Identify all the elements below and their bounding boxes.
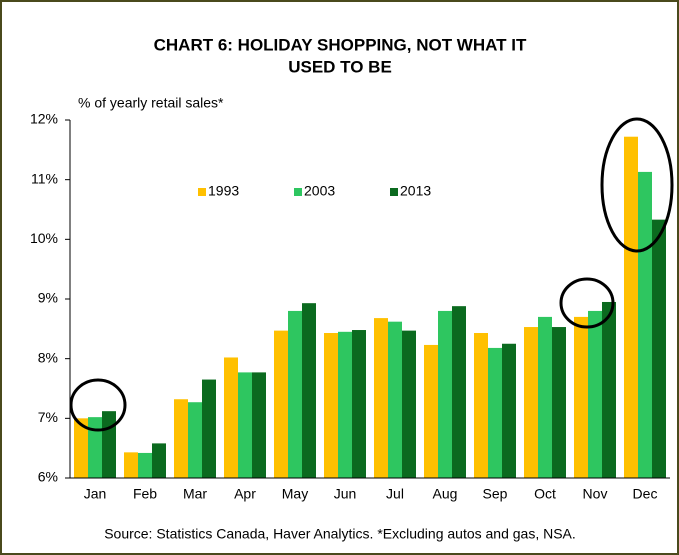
x-tick-label: Mar bbox=[183, 486, 207, 502]
x-tick-label: Dec bbox=[633, 486, 658, 502]
y-tick-label: 6% bbox=[38, 469, 58, 485]
legend-swatch bbox=[198, 188, 206, 196]
bar bbox=[574, 316, 588, 478]
bar bbox=[138, 452, 152, 478]
bar bbox=[252, 372, 266, 478]
bar bbox=[74, 418, 88, 478]
x-tick-label: Apr bbox=[234, 486, 256, 502]
plot: 6% 7% 8% 9% 10% 11% 12% Jan Feb Mar Apr May Jun Jul Au… bbox=[30, 111, 670, 502]
bar bbox=[124, 452, 138, 478]
annotations bbox=[69, 117, 674, 432]
bar bbox=[524, 327, 538, 478]
x-tick-label: Sep bbox=[483, 486, 508, 502]
bar bbox=[452, 306, 466, 478]
bar bbox=[402, 330, 416, 478]
bar bbox=[188, 402, 202, 478]
bar bbox=[474, 333, 488, 478]
bar bbox=[288, 310, 302, 478]
bar bbox=[302, 303, 316, 478]
bar bbox=[502, 343, 516, 478]
y-tick-label: 7% bbox=[38, 409, 58, 425]
bar bbox=[624, 136, 638, 478]
chart-title: CHART 6: HOLIDAY SHOPPING, NOT WHAT IT bbox=[154, 35, 527, 54]
chart-title: USED TO BE bbox=[288, 57, 392, 76]
x-tick-label: May bbox=[282, 486, 308, 502]
legend-label: 2013 bbox=[400, 183, 431, 199]
bar bbox=[652, 219, 666, 479]
y-tick-label: 10% bbox=[30, 230, 58, 246]
bar bbox=[538, 316, 552, 478]
bar bbox=[102, 411, 116, 478]
x-tick-label: Jun bbox=[334, 486, 357, 502]
bar bbox=[388, 321, 402, 478]
bar bbox=[588, 310, 602, 478]
bar bbox=[352, 330, 366, 478]
bar bbox=[152, 443, 166, 478]
y-axis-label: % of yearly retail sales* bbox=[78, 95, 224, 111]
legend-label: 1993 bbox=[208, 183, 239, 199]
legend-swatch bbox=[294, 188, 302, 196]
y-tick-label: 9% bbox=[38, 290, 58, 306]
legend-label: 2003 bbox=[304, 183, 335, 199]
bar bbox=[324, 333, 338, 478]
legend-swatch bbox=[390, 188, 398, 196]
bar bbox=[552, 327, 566, 478]
bar bbox=[274, 330, 288, 478]
bar bbox=[174, 399, 188, 478]
y-tick-label: 11% bbox=[31, 170, 58, 186]
bar bbox=[88, 417, 102, 478]
highlight-circle bbox=[600, 117, 674, 253]
x-tick-label: Nov bbox=[583, 486, 608, 502]
bar bbox=[338, 331, 352, 478]
bar bbox=[488, 347, 502, 478]
bar bbox=[638, 171, 652, 478]
bar bbox=[438, 310, 452, 478]
highlight-circle bbox=[559, 277, 615, 329]
x-tick-label: Jul bbox=[386, 486, 404, 502]
x-tick-label: Feb bbox=[133, 486, 157, 502]
y-tick-label: 8% bbox=[38, 349, 58, 365]
bar bbox=[374, 318, 388, 478]
x-tick-label: Oct bbox=[534, 486, 556, 502]
bar bbox=[602, 301, 616, 478]
x-tick-label: Jan bbox=[84, 486, 107, 502]
source-note: Source: Statistics Canada, Haver Analyti… bbox=[104, 526, 576, 542]
bar bbox=[238, 372, 252, 478]
bar bbox=[202, 379, 216, 478]
highlight-circle bbox=[69, 378, 127, 432]
y-tick-label: 12% bbox=[30, 111, 58, 127]
bar bbox=[424, 344, 438, 478]
x-tick-label: Aug bbox=[433, 486, 458, 502]
bar bbox=[224, 357, 238, 478]
